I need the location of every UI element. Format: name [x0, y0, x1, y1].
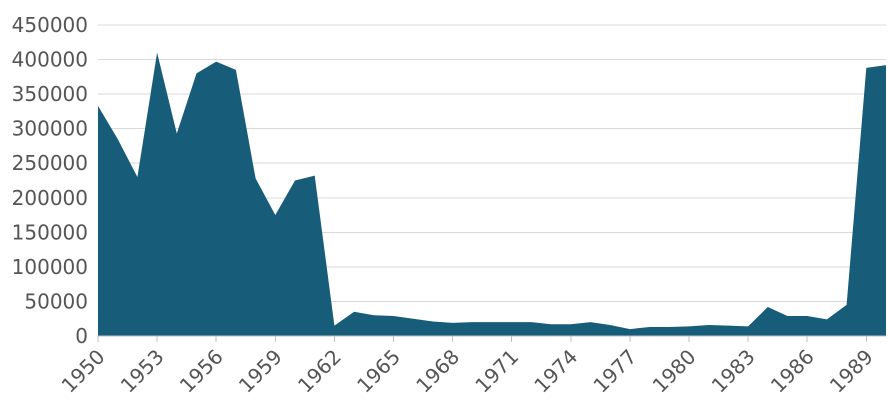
x-tick-label: 1965	[352, 345, 405, 398]
x-tick-label: 1959	[234, 345, 287, 398]
y-tick-label: 350000	[12, 82, 88, 106]
x-tick-label: 1983	[707, 345, 760, 398]
area-series-fill	[98, 52, 886, 337]
x-tick-label: 1962	[293, 345, 346, 398]
x-tick-label: 1971	[470, 345, 523, 398]
area-series	[98, 52, 886, 337]
y-tick-label: 450000	[12, 13, 88, 37]
x-tick-label: 1956	[175, 345, 228, 398]
y-tick-label: 50000	[24, 289, 88, 313]
x-tick-label: 1974	[529, 345, 582, 398]
x-tick-label: 1989	[825, 345, 878, 398]
y-tick-label: 250000	[12, 151, 88, 175]
axes	[97, 335, 886, 342]
y-axis-tick-labels: 0 50000 100000 150000 200000 250000 300000 3500…	[12, 13, 88, 348]
y-tick-label: 400000	[12, 48, 88, 72]
x-tick-label: 1950	[57, 345, 110, 398]
x-tick-label: 1980	[648, 345, 701, 398]
y-tick-label: 150000	[12, 220, 88, 244]
y-tick-label: 200000	[12, 186, 88, 210]
x-tick-label: 1968	[411, 345, 464, 398]
y-tick-label: 300000	[12, 117, 88, 141]
x-tick-label: 1953	[116, 345, 169, 398]
x-tick-label: 1986	[766, 345, 819, 398]
y-tick-label: 100000	[12, 255, 88, 279]
x-axis-tick-labels: 1950 1953 1956 1959 1962 1965 1968 1971 1974 1977…	[57, 345, 878, 398]
x-tick-label: 1977	[588, 345, 641, 398]
y-tick-label: 0	[75, 324, 88, 348]
